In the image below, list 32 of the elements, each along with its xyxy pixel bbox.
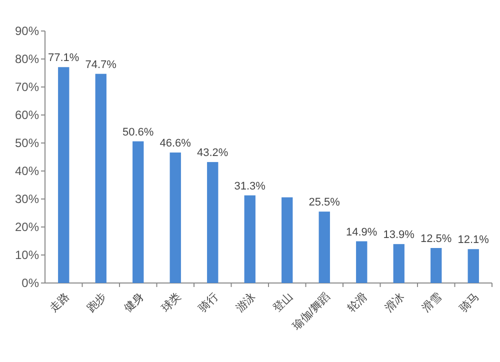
x-tick-label: 滑冰	[382, 290, 407, 315]
x-tick-label: 骑行	[196, 290, 221, 315]
y-tick-label: 10%	[14, 248, 40, 262]
y-tick-label: 40%	[14, 164, 40, 178]
data-label: 14.9%	[346, 226, 378, 238]
y-tick-label: 60%	[14, 108, 40, 122]
x-tick-label: 健身	[122, 290, 146, 315]
data-label: 31.3%	[234, 180, 266, 192]
data-label: 46.6%	[160, 138, 192, 150]
x-tick-label: 滑雪	[420, 290, 444, 315]
x-tick-label: 走路	[47, 290, 72, 315]
data-label: 43.2%	[197, 147, 228, 160]
y-tick-label: 50%	[14, 136, 40, 150]
data-label: 77.1%	[48, 52, 80, 64]
data-label: 12.5%	[420, 233, 452, 245]
x-tick-label: 跑步	[84, 290, 109, 315]
data-label: 13.9%	[383, 229, 415, 242]
x-tick-label: 骑马	[457, 290, 482, 315]
x-tick-label: 球类	[158, 290, 184, 315]
data-label: 50.6%	[122, 126, 154, 138]
y-tick-label: 70%	[14, 80, 40, 94]
data-label: 74.7%	[85, 58, 117, 71]
x-tick-label: 登山	[270, 290, 296, 315]
y-tick-label: 0%	[22, 276, 40, 290]
y-tick-label: 80%	[14, 52, 40, 66]
y-tick-label: 20%	[14, 220, 40, 234]
data-label: 25.5%	[308, 196, 340, 209]
x-tick-label: 轮滑	[346, 290, 370, 315]
y-tick-label: 30%	[14, 192, 40, 206]
x-tick-label: 游泳	[233, 290, 258, 315]
data-label: 12.1%	[458, 234, 490, 246]
y-tick-label: 90%	[14, 24, 40, 38]
